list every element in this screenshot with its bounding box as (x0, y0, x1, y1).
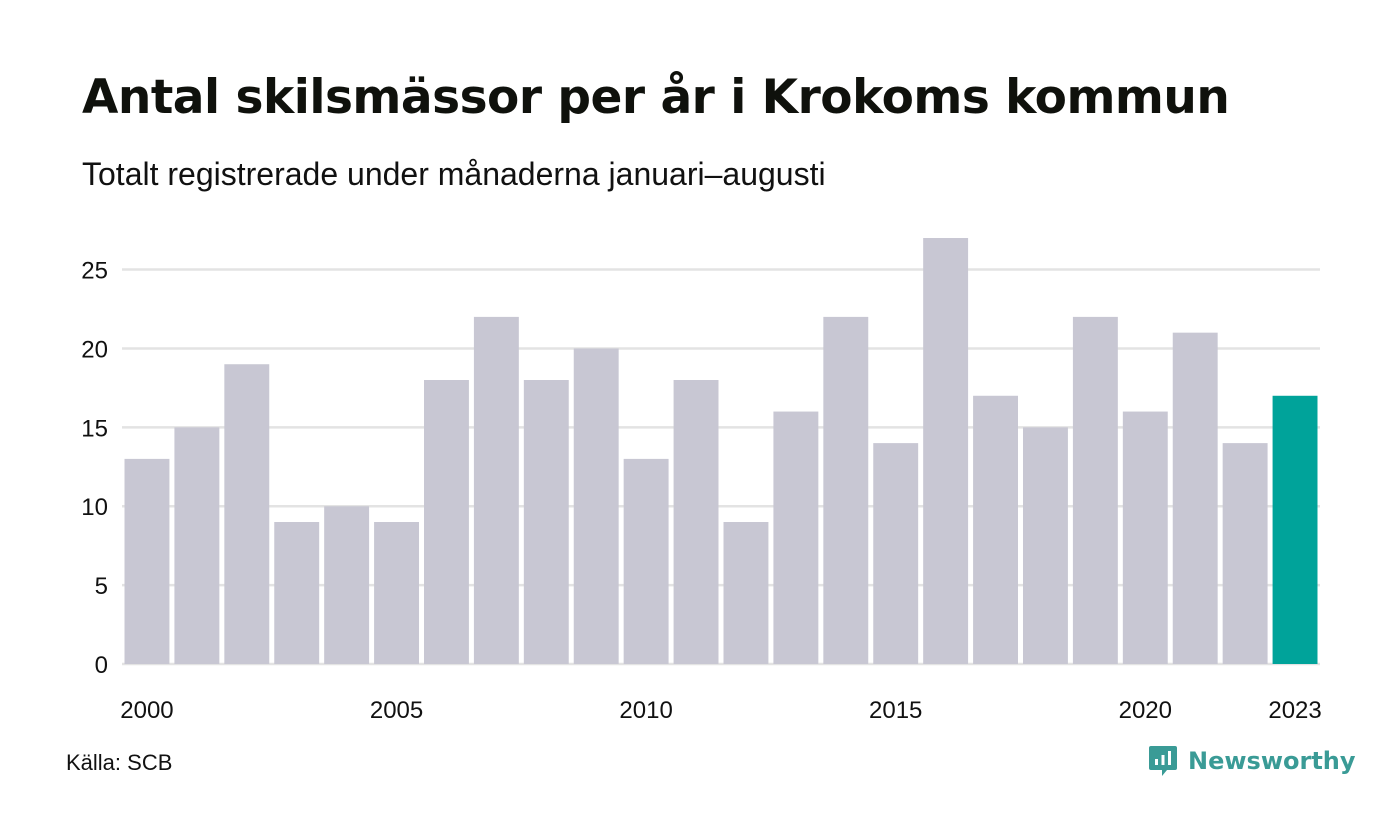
y-tick-label: 0 (95, 652, 108, 679)
gridlines (122, 268, 1320, 666)
bar-2001 (174, 427, 220, 664)
bar-2015 (873, 443, 919, 664)
y-tick-label: 20 (81, 336, 108, 363)
source-note: Källa: SCB (66, 750, 173, 775)
bar-2002 (224, 364, 270, 664)
brand-name: Newsworthy (1188, 747, 1356, 775)
bar-2014 (823, 316, 869, 664)
bar-2004 (324, 506, 370, 664)
y-tick-label: 25 (81, 258, 108, 285)
x-tick-label: 2023 (1268, 697, 1321, 724)
chart-title: Antal skilsmässor per år i Krokoms kommu… (82, 70, 1230, 125)
y-tick-label: 5 (95, 573, 108, 600)
bar-2022 (1222, 443, 1268, 664)
bar-2020 (1122, 411, 1168, 664)
y-tick-label: 15 (81, 415, 108, 442)
bar-2012 (723, 522, 769, 664)
bar-2018 (1023, 427, 1068, 664)
bar-2017 (973, 395, 1018, 664)
bar-2019 (1072, 316, 1118, 664)
bar-2000 (124, 458, 170, 664)
x-tick-label: 2020 (1119, 697, 1172, 724)
bar-2003 (274, 522, 320, 664)
bar-2009 (573, 348, 619, 664)
x-tick-label: 2015 (869, 697, 922, 724)
y-axis-ticks: 0 5 10 15 20 25 (81, 258, 108, 679)
bar-2005 (374, 522, 419, 664)
bar-2010 (623, 458, 669, 664)
newsworthy-logo-icon (1149, 746, 1177, 776)
bar-2023 (1272, 395, 1318, 664)
brand[interactable]: Newsworthy (1148, 744, 1356, 778)
x-tick-label: 2000 (120, 697, 173, 724)
x-tick-label: 2010 (619, 697, 672, 724)
bar-2013 (773, 411, 819, 664)
y-tick-label: 10 (81, 494, 108, 521)
bars (124, 238, 1318, 664)
chart-subtitle: Totalt registrerade under månaderna janu… (82, 156, 826, 192)
bar-2016 (923, 238, 969, 664)
bar-2008 (523, 380, 569, 664)
bar-2011 (673, 380, 719, 664)
bar-2021 (1172, 332, 1218, 664)
x-axis-ticks: 2000 2005 2010 2015 2020 2023 (120, 697, 1321, 724)
bar-2006 (424, 380, 469, 664)
bar-2007 (473, 316, 519, 664)
bar-chart: 0 5 10 15 20 25 2000 2005 2010 2015 2020 2023 (81, 238, 1322, 724)
x-tick-label: 2005 (370, 697, 423, 724)
